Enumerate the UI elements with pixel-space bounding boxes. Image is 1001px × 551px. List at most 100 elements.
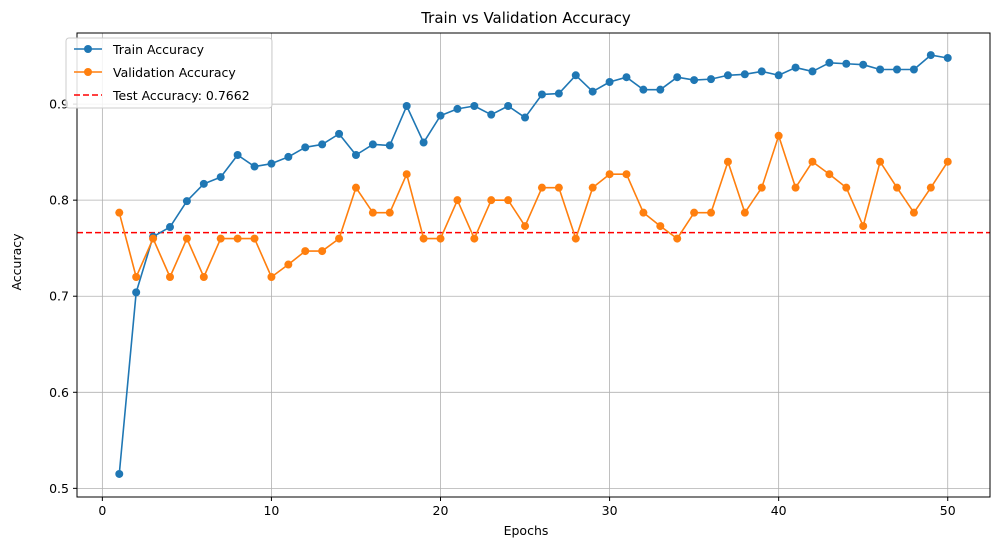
- validation-accuracy-point: [926, 183, 935, 192]
- validation-accuracy-point: [453, 196, 462, 205]
- validation-accuracy-point: [284, 260, 293, 269]
- validation-accuracy-point: [487, 196, 496, 205]
- legend-box: [65, 37, 273, 109]
- train-accuracy-point: [487, 110, 496, 119]
- train-accuracy-point: [521, 113, 530, 122]
- series-layer: [115, 51, 952, 478]
- x-axis-label: Epochs: [504, 523, 549, 538]
- x-tick-label: 20: [433, 503, 449, 518]
- validation-accuracy-point: [521, 222, 530, 231]
- validation-accuracy-point: [859, 222, 868, 231]
- validation-accuracy-point: [605, 170, 614, 179]
- validation-accuracy-point: [250, 234, 259, 243]
- train-accuracy-point: [639, 85, 648, 94]
- validation-accuracy-point: [233, 234, 242, 243]
- validation-accuracy-point: [740, 208, 749, 217]
- train-accuracy-point: [132, 288, 141, 297]
- validation-accuracy-point: [554, 183, 563, 192]
- train-accuracy-point: [301, 143, 310, 152]
- train-accuracy-point: [673, 73, 682, 82]
- validation-accuracy-point: [385, 208, 394, 217]
- train-accuracy-point: [453, 104, 462, 113]
- validation-accuracy-point: [132, 273, 141, 282]
- train-accuracy-point: [842, 59, 851, 68]
- train-accuracy-point: [216, 173, 225, 182]
- validation-accuracy-point: [115, 208, 124, 217]
- legend: Train Accuracy Validation Accuracy Test …: [65, 37, 273, 109]
- validation-accuracy-point: [419, 234, 428, 243]
- y-tick-label: 0.5: [49, 481, 69, 496]
- validation-accuracy-point: [368, 208, 377, 217]
- y-tick-label: 0.7: [49, 289, 69, 304]
- validation-accuracy-point: [909, 208, 918, 217]
- train-accuracy-point: [504, 102, 513, 111]
- x-tick-label: 10: [263, 503, 279, 518]
- legend-validation-marker: [84, 68, 92, 76]
- train-accuracy-point: [385, 141, 394, 150]
- train-accuracy-point: [284, 152, 293, 161]
- train-accuracy-point: [318, 140, 327, 149]
- train-accuracy-point: [707, 75, 716, 84]
- train-accuracy-point: [436, 111, 445, 120]
- train-accuracy-point: [808, 67, 817, 76]
- chart-title: Train vs Validation Accuracy: [420, 9, 631, 27]
- train-accuracy-series: [115, 51, 952, 478]
- train-accuracy-point: [605, 77, 614, 86]
- train-accuracy-point: [656, 85, 665, 94]
- train-accuracy-point: [470, 102, 479, 111]
- train-accuracy-point: [233, 151, 242, 160]
- validation-accuracy-point: [267, 273, 276, 282]
- legend-validation-label: Validation Accuracy: [113, 65, 236, 80]
- validation-accuracy-point: [216, 234, 225, 243]
- validation-accuracy-point: [876, 157, 885, 166]
- train-accuracy-point: [757, 67, 766, 76]
- validation-accuracy-point: [825, 170, 834, 179]
- tick-layer: 0 10 20 30 40 50 0.5 0.6 0.7 0.8 0.9: [49, 97, 956, 518]
- legend-train-label: Train Accuracy: [112, 42, 205, 57]
- train-accuracy-point: [199, 179, 208, 188]
- train-accuracy-point: [335, 129, 344, 138]
- train-accuracy-point: [267, 159, 276, 168]
- train-accuracy-point: [182, 197, 191, 206]
- y-tick-label: 0.9: [49, 97, 69, 112]
- validation-accuracy-point: [893, 183, 902, 192]
- validation-accuracy-point: [470, 234, 479, 243]
- validation-accuracy-point: [808, 157, 817, 166]
- train-accuracy-point: [774, 71, 783, 80]
- x-tick-label: 30: [602, 503, 618, 518]
- validation-accuracy-point: [707, 208, 716, 217]
- validation-accuracy-point: [656, 222, 665, 231]
- validation-accuracy-point: [774, 131, 783, 140]
- y-tick-label: 0.6: [49, 385, 69, 400]
- axes-frame: [76, 32, 991, 498]
- y-axis-label: Accuracy: [9, 233, 24, 291]
- train-accuracy-point: [791, 63, 800, 72]
- validation-accuracy-point: [504, 196, 513, 205]
- validation-accuracy-point: [165, 273, 174, 282]
- train-accuracy-point: [115, 469, 124, 478]
- train-accuracy-point: [571, 71, 580, 80]
- train-accuracy-point: [368, 140, 377, 149]
- x-tick-label: 40: [771, 503, 787, 518]
- validation-accuracy-point: [351, 183, 360, 192]
- train-accuracy-point: [859, 60, 868, 69]
- validation-accuracy-point: [318, 247, 327, 256]
- validation-accuracy-point: [149, 234, 158, 243]
- train-accuracy-point: [402, 102, 411, 111]
- train-accuracy-point: [351, 151, 360, 160]
- train-accuracy-point: [588, 87, 597, 96]
- validation-accuracy-line: [118, 134, 949, 278]
- legend-test-label: Test Accuracy: 0.7662: [112, 88, 250, 103]
- validation-accuracy-point: [943, 157, 952, 166]
- x-tick-label: 0: [98, 503, 106, 518]
- train-accuracy-point: [419, 138, 428, 147]
- grid-layer: [77, 33, 990, 497]
- x-tick-label: 50: [940, 503, 956, 518]
- validation-accuracy-point: [199, 273, 208, 282]
- validation-accuracy-point: [301, 247, 310, 256]
- train-accuracy-point: [740, 70, 749, 79]
- validation-accuracy-point: [571, 234, 580, 243]
- train-accuracy-point: [825, 58, 834, 67]
